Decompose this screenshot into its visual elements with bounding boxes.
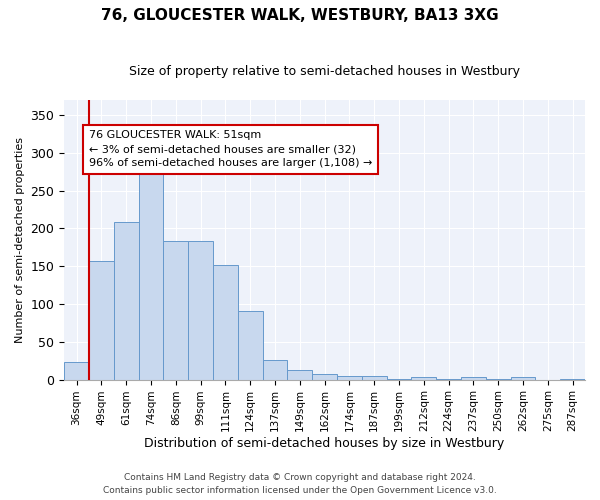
Bar <box>263 360 287 380</box>
Bar <box>64 362 89 380</box>
Bar <box>188 242 213 380</box>
Bar <box>312 374 337 380</box>
Bar <box>486 379 511 380</box>
Y-axis label: Number of semi-detached properties: Number of semi-detached properties <box>15 137 25 343</box>
Bar <box>337 376 362 380</box>
Bar <box>238 311 263 380</box>
X-axis label: Distribution of semi-detached houses by size in Westbury: Distribution of semi-detached houses by … <box>145 437 505 450</box>
Bar <box>560 379 585 380</box>
Title: Size of property relative to semi-detached houses in Westbury: Size of property relative to semi-detach… <box>129 65 520 78</box>
Bar <box>139 162 163 380</box>
Bar <box>114 222 139 380</box>
Bar <box>436 379 461 380</box>
Bar <box>287 370 312 380</box>
Bar <box>511 378 535 380</box>
Bar <box>412 376 436 380</box>
Text: Contains HM Land Registry data © Crown copyright and database right 2024.
Contai: Contains HM Land Registry data © Crown c… <box>103 474 497 495</box>
Bar <box>461 378 486 380</box>
Text: 76 GLOUCESTER WALK: 51sqm
← 3% of semi-detached houses are smaller (32)
96% of s: 76 GLOUCESTER WALK: 51sqm ← 3% of semi-d… <box>89 130 373 168</box>
Text: 76, GLOUCESTER WALK, WESTBURY, BA13 3XG: 76, GLOUCESTER WALK, WESTBURY, BA13 3XG <box>101 8 499 22</box>
Bar <box>213 264 238 380</box>
Bar <box>89 261 114 380</box>
Bar <box>362 376 386 380</box>
Bar <box>386 379 412 380</box>
Bar <box>163 242 188 380</box>
